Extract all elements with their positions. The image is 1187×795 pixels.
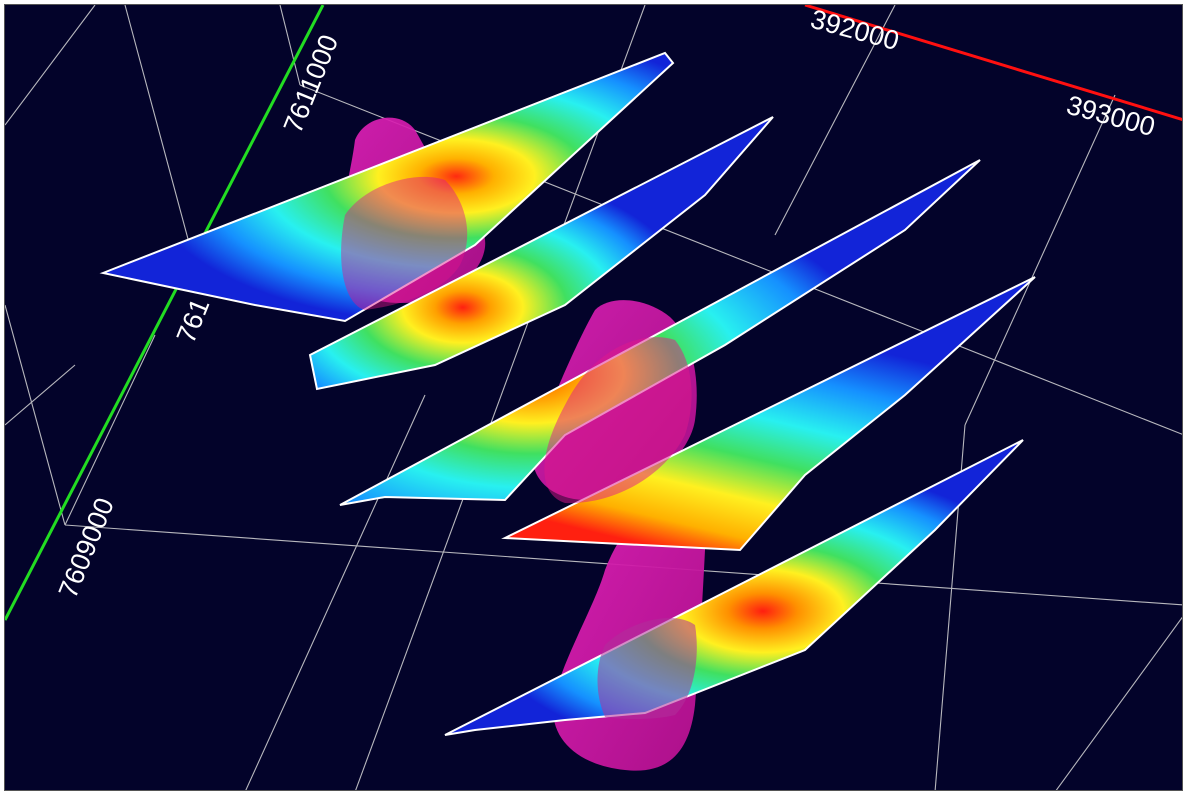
section-plane-1 <box>99 51 675 323</box>
northing-label-7611000: 7611000 <box>278 30 344 137</box>
northing-axis-line <box>5 5 325 621</box>
3d-viewport[interactable]: 392000 393000 7611000 761 7609000 <box>4 4 1183 791</box>
easting-axis-line <box>804 5 1182 121</box>
anomaly-body-2-front <box>544 337 692 504</box>
section-plane-5 <box>444 439 1024 736</box>
northing-label-partial: 761 <box>171 294 216 347</box>
section-plane-2 <box>308 116 774 391</box>
scene-canvas: 392000 393000 7611000 761 7609000 <box>5 5 1182 790</box>
easting-label-392000: 392000 <box>807 5 902 56</box>
anomaly-body-3-front <box>597 617 697 720</box>
anomaly-body-1-front <box>341 176 468 310</box>
